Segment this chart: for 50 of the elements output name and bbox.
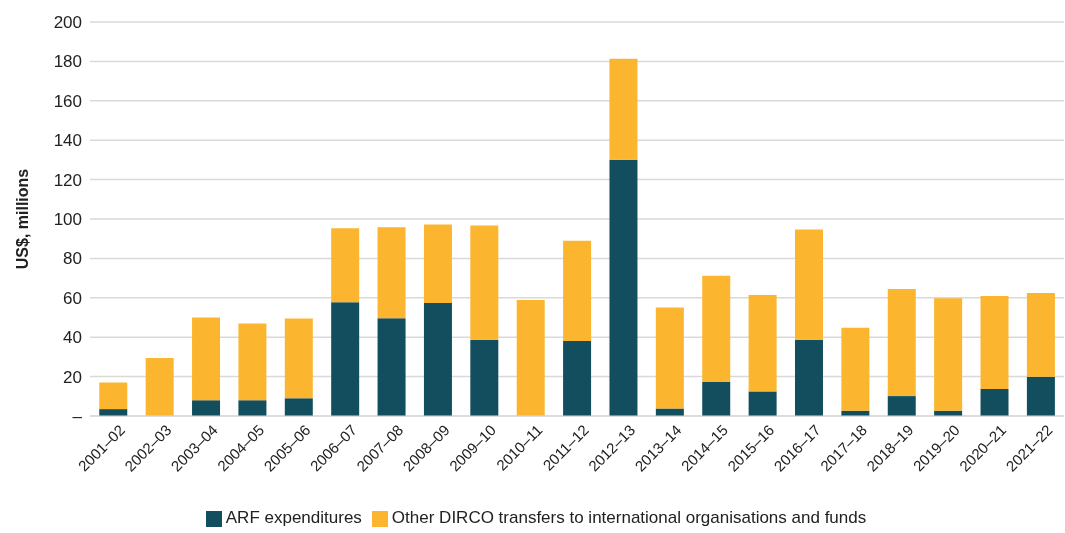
bar <box>702 381 731 416</box>
bar <box>516 299 545 416</box>
bar <box>238 323 267 401</box>
bar <box>794 229 823 340</box>
bar <box>748 391 777 416</box>
bar <box>980 389 1009 416</box>
bar <box>238 400 267 416</box>
bar <box>794 339 823 416</box>
y-tick-label: 80 <box>63 249 82 269</box>
y-tick-label: 140 <box>53 131 82 151</box>
bar <box>563 240 592 341</box>
y-tick-label: 180 <box>53 52 82 72</box>
bar <box>284 398 313 416</box>
bar <box>377 227 406 319</box>
bar <box>284 318 313 399</box>
bar <box>1026 292 1055 377</box>
bar <box>748 295 777 392</box>
y-tick-label: 20 <box>63 367 82 387</box>
legend-label: ARF expenditures <box>225 508 362 527</box>
y-tick-label: 160 <box>53 91 82 111</box>
bar <box>1026 376 1055 416</box>
bar <box>934 298 963 411</box>
y-tick-label: 200 <box>53 13 82 33</box>
legend-label: Other DIRCO transfers to international organisations and funds <box>391 508 867 527</box>
bar <box>423 224 452 304</box>
y-tick-label: 100 <box>53 210 82 230</box>
bar <box>841 327 870 411</box>
bar <box>470 339 499 416</box>
y-tick-label: 120 <box>53 170 82 190</box>
bar <box>609 58 638 160</box>
bar <box>609 159 638 416</box>
bar <box>423 303 452 416</box>
y-tick-label: 60 <box>63 288 82 308</box>
bar <box>887 396 916 416</box>
y-tick-label: 40 <box>63 328 82 348</box>
bar <box>887 288 916 397</box>
bar <box>980 296 1009 390</box>
bar <box>702 275 731 382</box>
bar <box>563 340 592 416</box>
bar <box>192 400 221 416</box>
bar <box>377 318 406 416</box>
bar <box>192 317 221 401</box>
bar <box>99 382 128 410</box>
bar <box>470 225 499 340</box>
y-axis-title: US$, millions <box>13 168 31 270</box>
bar <box>331 302 360 416</box>
bar <box>331 228 360 303</box>
bar <box>655 307 684 409</box>
bar <box>145 358 174 416</box>
y-tick-label: – <box>72 407 83 427</box>
